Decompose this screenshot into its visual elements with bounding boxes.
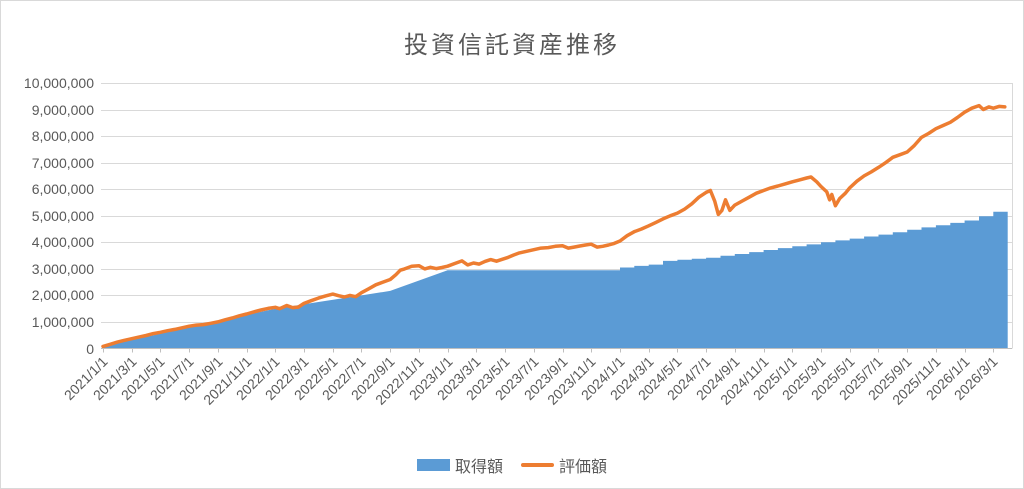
valuation-line: [101, 103, 1007, 349]
legend-label-valuation: 評価額: [559, 459, 608, 476]
chart-title: 投資信託資産推移: [404, 32, 620, 59]
legend-swatch-acquisition-icon: [416, 459, 450, 471]
y-tick-label: 10,000,000: [24, 75, 94, 91]
y-tick-label: 5,000,000: [32, 208, 94, 224]
y-tick-label: 7,000,000: [32, 155, 94, 171]
legend-item-acquisition: 取得額: [416, 453, 503, 477]
y-tick-label: 3,000,000: [32, 261, 94, 277]
legend: 取得額 評価額: [1, 453, 1023, 477]
y-tick-label: 8,000,000: [32, 128, 94, 144]
y-tick-label: 6,000,000: [32, 181, 94, 197]
y-tick-label: 1,000,000: [32, 314, 94, 330]
y-tick-label: 2,000,000: [32, 287, 94, 303]
legend-swatch-valuation-icon: [521, 463, 554, 467]
legend-label-acquisition: 取得額: [454, 459, 503, 476]
y-tick-label: 0: [86, 341, 94, 357]
acquisition-area: [103, 211, 1008, 349]
y-tick-label: 9,000,000: [32, 102, 94, 118]
y-tick-label: 4,000,000: [32, 234, 94, 250]
legend-item-valuation: 評価額: [521, 453, 607, 477]
